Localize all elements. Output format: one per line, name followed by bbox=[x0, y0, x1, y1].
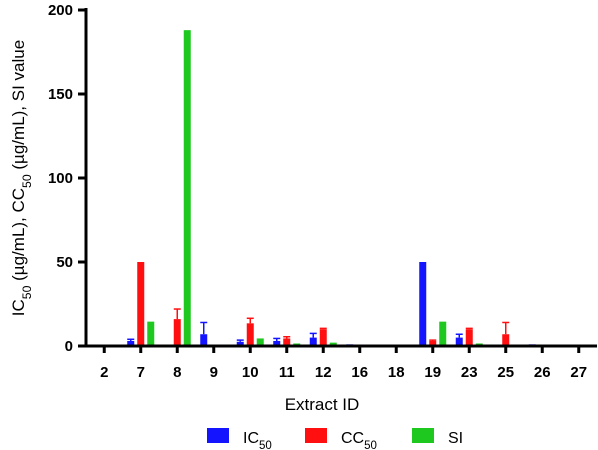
x-tick-label: 11 bbox=[279, 364, 295, 381]
bar-cc50-12 bbox=[319, 329, 327, 345]
text-part: 50 bbox=[259, 440, 272, 450]
x-tick-label: 9 bbox=[210, 364, 218, 381]
y-axis-title: IC50 (µg/mL), CC50 (µg/mL), SI value bbox=[9, 40, 34, 316]
y-tick-label: 200 bbox=[48, 2, 73, 19]
text-part: 50 bbox=[20, 285, 34, 299]
x-tick-label: 26 bbox=[534, 364, 551, 381]
legend-item: CC50 bbox=[305, 428, 377, 450]
bar-cc50-19 bbox=[429, 340, 437, 345]
bar-si-12 bbox=[329, 342, 337, 345]
x-tick-label: 27 bbox=[570, 364, 587, 381]
legend-item: SI bbox=[412, 428, 463, 447]
legend-item: IC50 bbox=[207, 428, 272, 450]
x-tick-label: 2 bbox=[100, 364, 108, 381]
bar-cc50-25 bbox=[502, 334, 510, 345]
text-part: (µg/mL), SI value bbox=[9, 40, 28, 175]
text-part: IC bbox=[243, 430, 259, 447]
bar-ic50-9 bbox=[200, 334, 208, 345]
y-tick-label: 100 bbox=[48, 170, 73, 187]
bar-cc50-8 bbox=[173, 319, 181, 345]
bar-cc50-23 bbox=[465, 329, 473, 345]
bar-ic50-19 bbox=[419, 262, 427, 345]
text-part: IC bbox=[9, 299, 28, 316]
x-tick-label: 18 bbox=[388, 364, 405, 381]
x-tick-label: 25 bbox=[497, 364, 514, 381]
legend-swatch bbox=[412, 428, 434, 443]
bar-ic50-11 bbox=[273, 340, 281, 345]
bar-si-10 bbox=[256, 338, 264, 345]
y-axis-title-text: IC50 (µg/mL), CC50 (µg/mL), SI value bbox=[9, 40, 34, 316]
text-part: 50 bbox=[364, 440, 377, 450]
bar-si-8 bbox=[183, 30, 191, 345]
legend-swatch bbox=[207, 428, 229, 443]
y-tick-label: 0 bbox=[65, 338, 73, 355]
x-tick-label: 10 bbox=[242, 364, 259, 381]
bar-si-11 bbox=[293, 343, 301, 345]
bar-si-7 bbox=[147, 321, 155, 345]
x-tick-label: 7 bbox=[137, 364, 145, 381]
text-part: 50 bbox=[20, 174, 34, 188]
legend-label: SI bbox=[448, 430, 463, 447]
x-axis-title: Extract ID bbox=[285, 395, 360, 414]
x-axis: 2 7 8 9 10 11 12 16 18 19 23 25 26 27 bbox=[85, 344, 597, 381]
bar-cc50-11 bbox=[283, 338, 291, 345]
bar-ic50-12 bbox=[309, 337, 317, 345]
y-tick-label: 50 bbox=[56, 254, 73, 271]
legend: IC50 CC50 SI bbox=[207, 428, 463, 450]
bar-cc50-10 bbox=[246, 323, 254, 345]
x-tick-label: 8 bbox=[173, 364, 181, 381]
y-tick-label: 150 bbox=[48, 86, 73, 103]
x-tick-label: 19 bbox=[424, 364, 441, 381]
bar-si-19 bbox=[439, 321, 447, 345]
text-part: CC bbox=[341, 430, 364, 447]
x-tick-label: 12 bbox=[315, 364, 332, 381]
bar-ic50-10 bbox=[236, 341, 244, 345]
x-tick-label: 23 bbox=[461, 364, 478, 381]
x-tick-label: 16 bbox=[351, 364, 368, 381]
text-part: (µg/mL), CC bbox=[9, 188, 28, 286]
legend-label: IC50 bbox=[243, 430, 272, 450]
bar-ic50-7 bbox=[127, 340, 135, 345]
legend-label: CC50 bbox=[341, 430, 377, 450]
bar-si-23 bbox=[475, 343, 483, 345]
bars bbox=[127, 30, 536, 345]
bar-ic50-23 bbox=[455, 337, 463, 345]
bar-cc50-7 bbox=[137, 262, 145, 345]
legend-swatch bbox=[305, 428, 327, 443]
y-axis: 0 50 100 150 200 bbox=[48, 2, 88, 355]
text-part: SI bbox=[448, 430, 463, 447]
